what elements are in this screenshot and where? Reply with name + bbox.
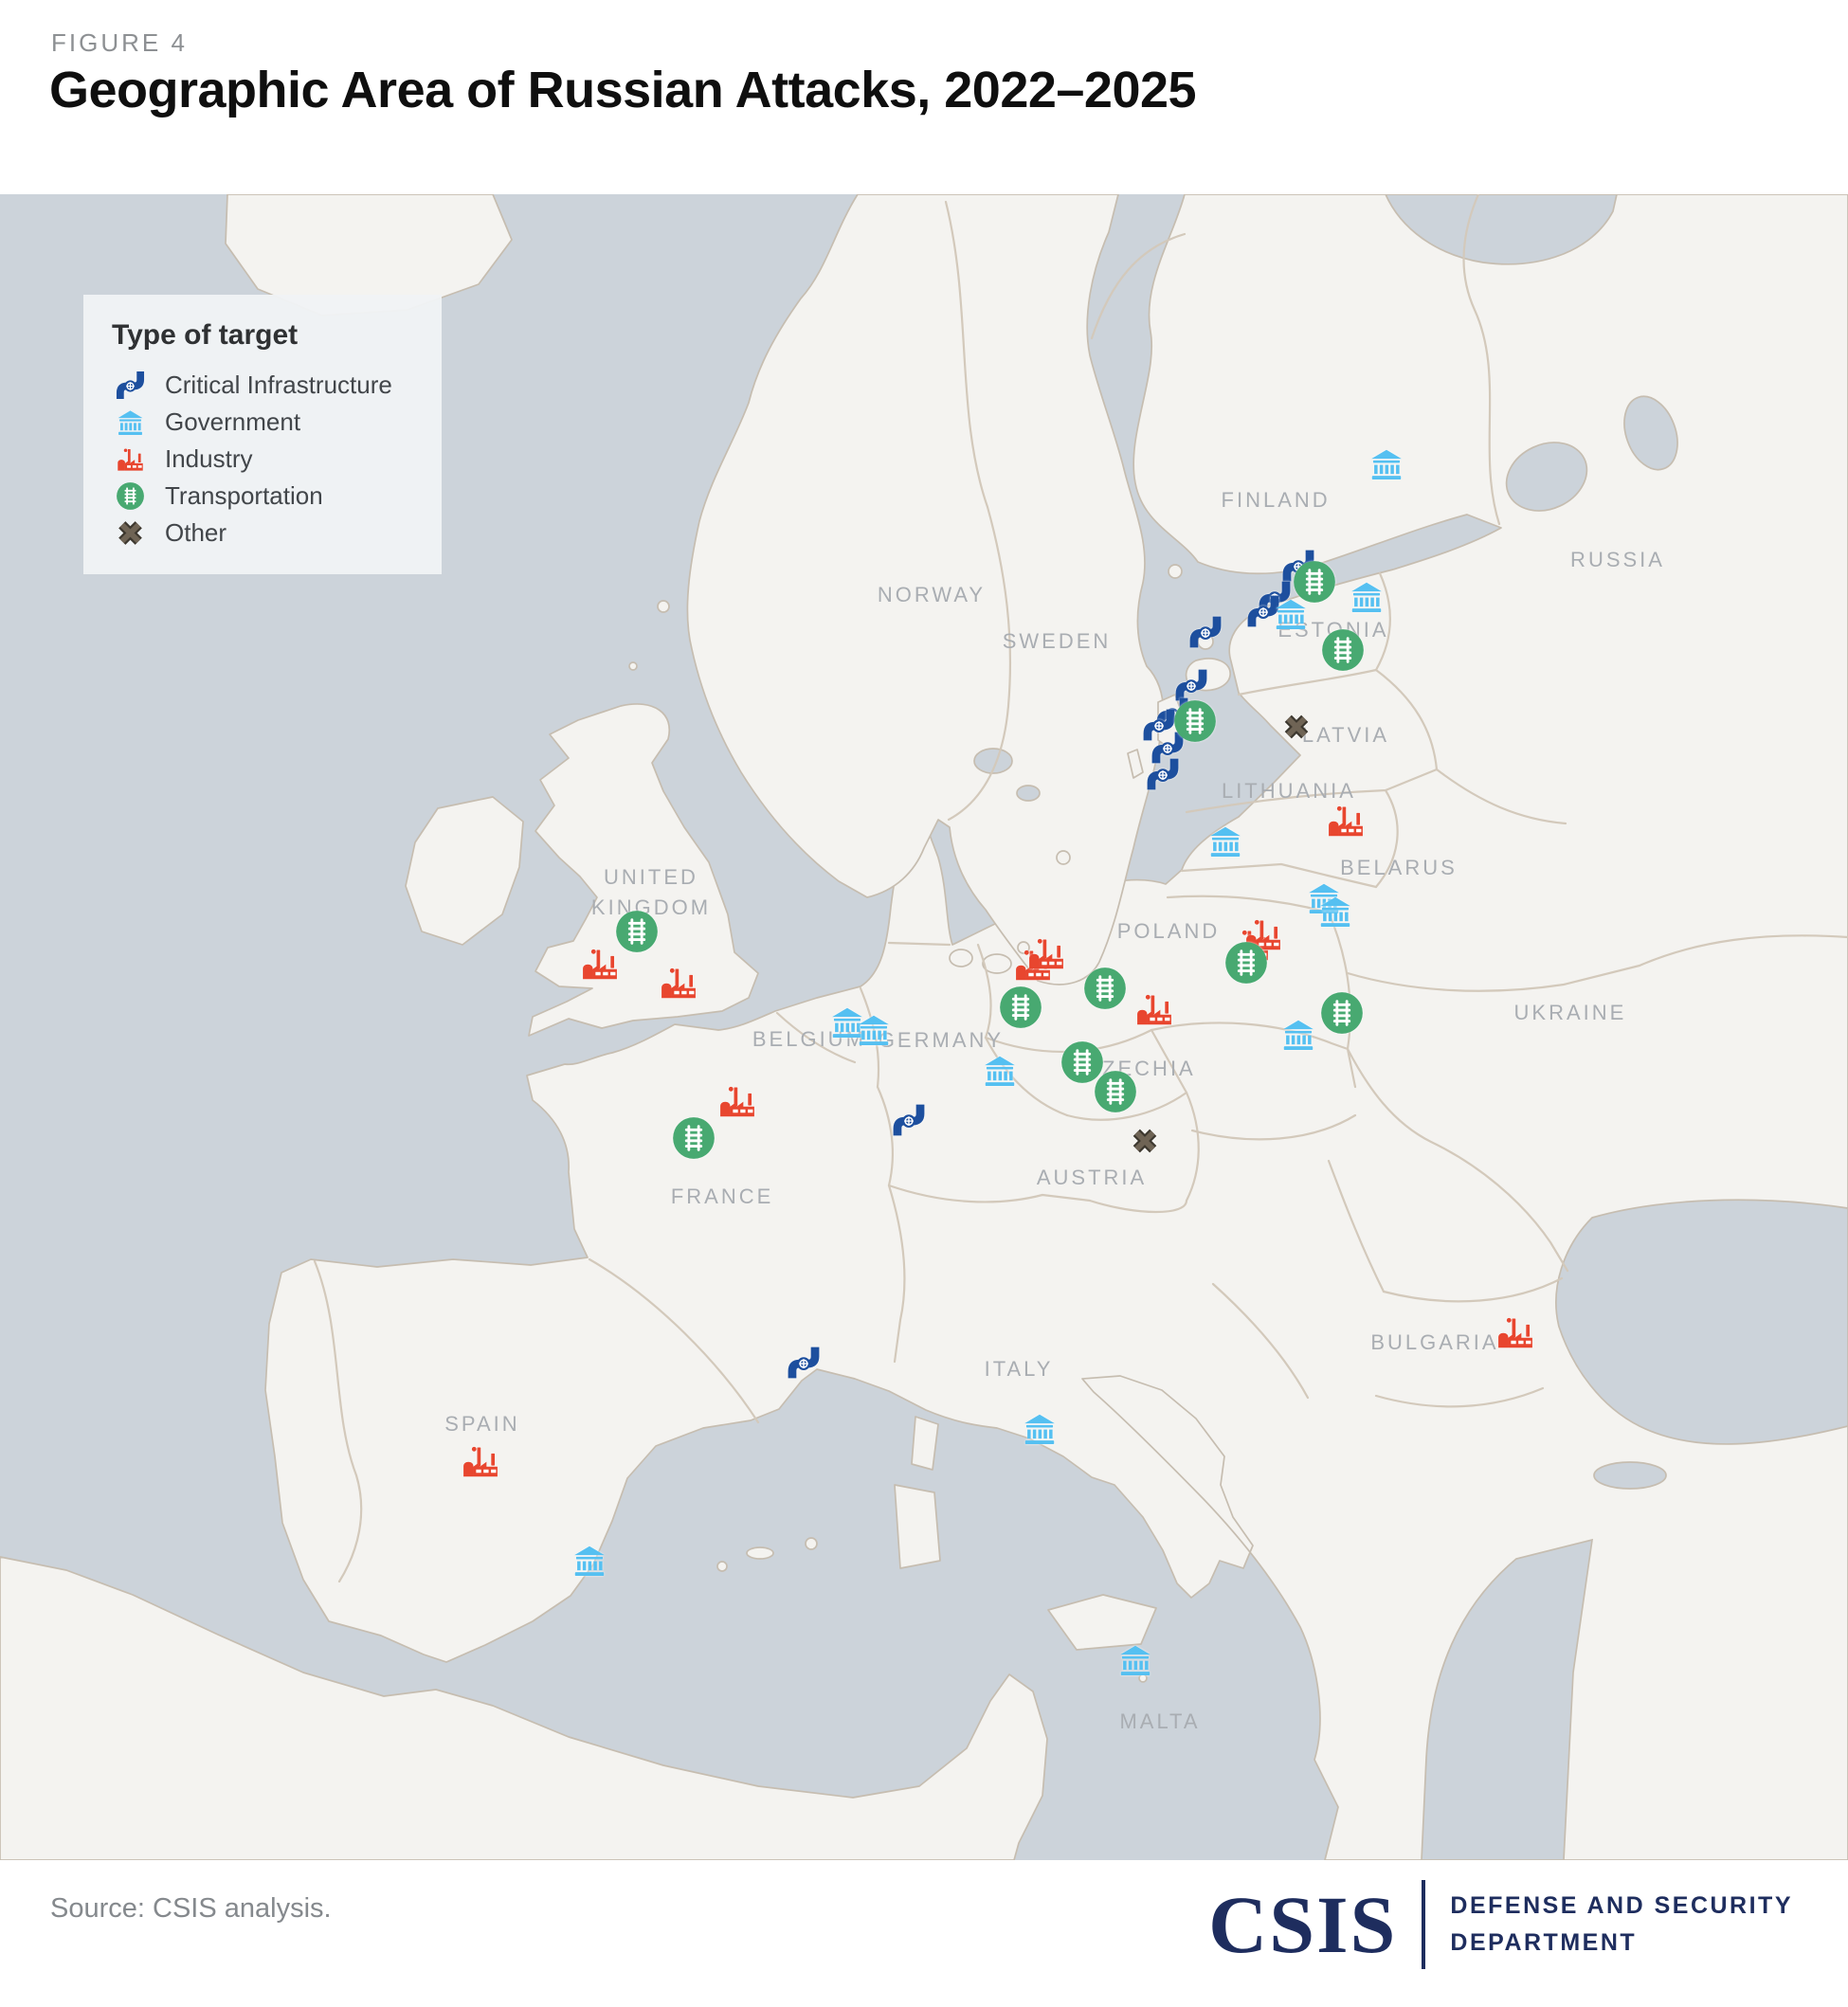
marker-government government-building-icon bbox=[116, 409, 145, 436]
marker-critical-infrastructure pipeline-icon bbox=[1174, 669, 1207, 702]
legend-item-label: Transportation bbox=[165, 481, 323, 510]
marker-industry factory-icon bbox=[1026, 935, 1066, 970]
marker-transportation railway-icon bbox=[672, 1116, 716, 1161]
marker-transportation railway-icon bbox=[116, 481, 145, 511]
country-label: BELARUS bbox=[1340, 855, 1458, 879]
marker-critical-infrastructure pipeline-icon bbox=[1247, 595, 1280, 628]
marker-government government-building-icon bbox=[1207, 825, 1243, 858]
marker-other x-icon bbox=[1131, 1127, 1160, 1156]
country-label: UNITED KINGDOM bbox=[590, 865, 712, 919]
marker-other x-icon bbox=[116, 518, 145, 548]
country-label: RUSSIA bbox=[1570, 548, 1665, 572]
marker-government government-building-icon bbox=[1273, 598, 1309, 630]
legend-title: Type of target bbox=[112, 319, 299, 351]
country-label: SPAIN bbox=[444, 1411, 520, 1436]
csis-brand-block: CSIS DEFENSE AND SECURITY DEPARTMENT bbox=[1208, 1880, 1793, 1969]
marker-industry factory-icon bbox=[717, 1084, 757, 1119]
legend-item-government: Government bbox=[112, 404, 413, 441]
europe-map: FINLAND RUSSIA NORWAY SWEDEN ESTONIA LATVIA LI… bbox=[0, 194, 1848, 1860]
marker-critical-infrastructure pipeline-icon bbox=[788, 1347, 821, 1380]
country-label: POLAND bbox=[1116, 918, 1221, 943]
country-label: LITHUANIA bbox=[1221, 779, 1356, 804]
legend: Type of target Critical Infrastructure bbox=[83, 295, 442, 574]
factory-icon bbox=[112, 446, 148, 472]
legend-item-label: Other bbox=[165, 518, 227, 547]
source-note: Source: CSIS analysis. bbox=[50, 1893, 332, 1924]
page-title: Geographic Area of Russian Attacks, 2022… bbox=[49, 62, 1197, 118]
marker-transportation railway-icon bbox=[614, 909, 659, 953]
marker-transportation railway-icon bbox=[1060, 1040, 1104, 1084]
marker-transportation railway-icon bbox=[1082, 967, 1127, 1011]
department-line: DEPARTMENT bbox=[1450, 1929, 1638, 1956]
marker-industry factory-icon bbox=[1243, 916, 1283, 951]
country-label: SWEDEN bbox=[1002, 629, 1112, 654]
country-label: ITALY bbox=[984, 1356, 1054, 1381]
marker-critical-infrastructure pipeline-icon bbox=[1143, 708, 1176, 741]
marker-government government-building-icon bbox=[571, 1545, 607, 1577]
marker-government government-building-icon bbox=[982, 1055, 1018, 1087]
railway-icon bbox=[112, 481, 148, 511]
marker-government government-building-icon bbox=[829, 1006, 865, 1039]
marker-industry factory-icon bbox=[659, 966, 698, 1001]
marker-industry factory-icon bbox=[461, 1443, 500, 1478]
marker-critical-infrastructure pipeline-icon bbox=[1188, 616, 1222, 649]
marker-government government-building-icon bbox=[1368, 448, 1404, 480]
marker-industry factory-icon bbox=[1495, 1315, 1535, 1350]
marker-government government-building-icon bbox=[856, 1014, 892, 1046]
department-name: DEFENSE AND SECURITY DEPARTMENT bbox=[1450, 1888, 1793, 1962]
csis-logo: CSIS bbox=[1208, 1879, 1398, 1970]
department-line: DEFENSE AND SECURITY bbox=[1450, 1892, 1793, 1920]
legend-item-other: Other bbox=[112, 515, 413, 551]
legend-item-industry: Industry bbox=[112, 441, 413, 478]
figure-number: FIGURE 4 bbox=[51, 28, 188, 57]
marker-industry factory-icon bbox=[1326, 804, 1366, 839]
legend-item-critical-infrastructure: Critical Infrastructure bbox=[112, 367, 413, 404]
marker-transportation railway-icon bbox=[1173, 699, 1218, 744]
marker-critical-infrastructure pipeline-icon bbox=[1151, 732, 1185, 765]
marker-critical-infrastructure pipeline-icon bbox=[1146, 757, 1179, 790]
country-label: BELGIUM bbox=[752, 1027, 866, 1052]
country-label: NORWAY bbox=[877, 583, 987, 607]
marker-transportation railway-icon bbox=[1320, 991, 1365, 1036]
attack-markers-layer bbox=[0, 194, 1848, 1860]
marker-government government-building-icon bbox=[1117, 1644, 1153, 1676]
country-label: MALTA bbox=[1119, 1709, 1201, 1734]
marker-critical-infrastructure pipeline-icon bbox=[116, 371, 145, 400]
marker-industry factory-icon bbox=[1134, 992, 1174, 1027]
marker-transportation railway-icon bbox=[998, 985, 1042, 1030]
marker-transportation railway-icon bbox=[1094, 1070, 1138, 1114]
marker-transportation railway-icon bbox=[1321, 627, 1366, 672]
marker-transportation railway-icon bbox=[1293, 559, 1337, 604]
legend-item-label: Critical Infrastructure bbox=[165, 371, 392, 399]
country-label: FRANCE bbox=[670, 1184, 774, 1209]
brand-divider bbox=[1422, 1880, 1426, 1969]
marker-critical-infrastructure pipeline-icon bbox=[893, 1104, 926, 1137]
country-label: LATVIA bbox=[1301, 723, 1390, 748]
country-label: GERMANY bbox=[878, 1028, 1005, 1053]
legend-item-transportation: Transportation bbox=[112, 478, 413, 515]
legend-item-label: Industry bbox=[165, 444, 253, 473]
marker-government government-building-icon bbox=[1280, 1019, 1316, 1051]
country-label: UKRAINE bbox=[1513, 1001, 1627, 1025]
x-icon bbox=[112, 518, 148, 548]
pipeline-icon bbox=[112, 371, 148, 400]
marker-industry factory-icon bbox=[580, 947, 620, 982]
marker-industry factory-icon bbox=[116, 446, 145, 472]
marker-government government-building-icon bbox=[1349, 581, 1385, 613]
marker-other x-icon bbox=[1281, 713, 1311, 742]
marker-government government-building-icon bbox=[1317, 895, 1353, 928]
country-label: FINLAND bbox=[1221, 487, 1331, 512]
country-label: BULGARIA bbox=[1370, 1330, 1499, 1355]
legend-item-label: Government bbox=[165, 407, 301, 436]
marker-government government-building-icon bbox=[1022, 1413, 1058, 1445]
marker-transportation railway-icon bbox=[1224, 940, 1269, 985]
country-label: AUSTRIA bbox=[1036, 1165, 1148, 1189]
government-building-icon bbox=[112, 409, 148, 436]
basemap bbox=[0, 194, 1848, 1860]
